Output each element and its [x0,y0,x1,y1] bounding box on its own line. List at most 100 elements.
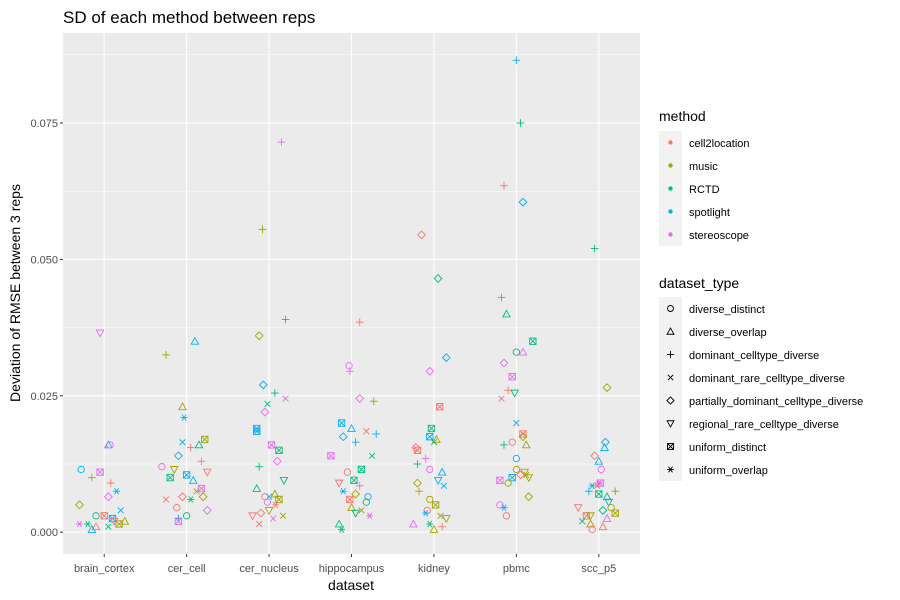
data-point [524,474,534,483]
legend-item-label: diverse_distinct [689,304,765,316]
data-point [338,526,346,533]
data-point [327,452,335,460]
data-point [84,520,92,528]
legend-item-label: RCTD [689,184,720,196]
data-point [602,383,612,393]
data-point [512,348,521,356]
data-point [120,516,130,525]
data-point [339,488,347,495]
legend-key-shape [666,327,675,335]
data-point [106,479,115,487]
data-point [585,487,593,496]
data-point [573,504,583,513]
data-point [519,430,527,438]
data-point [508,373,516,381]
data-point [269,515,277,522]
data-point [590,451,600,461]
data-point [162,496,170,503]
data-point [429,524,439,533]
data-point [590,244,599,253]
data-point [75,500,84,510]
y-tick-label: 0.025 [30,391,58,403]
data-point [516,119,525,127]
data-point [437,467,447,476]
data-point [193,488,200,495]
grid-lines [63,33,640,554]
data-point [92,512,100,520]
data-point [88,473,96,482]
data-point [346,495,354,504]
data-point [355,394,365,403]
data-point [75,520,84,528]
data-point [604,498,614,507]
data-point [512,465,521,474]
data-point [158,463,166,471]
legend-item-label: music [689,161,718,173]
data-point [345,362,353,370]
data-point [372,430,381,438]
data-point [95,329,105,338]
legend-key-shape [667,305,674,312]
legend-key [659,389,682,412]
data-point [198,492,208,502]
data-point [516,470,525,480]
data-point [182,512,191,520]
legend-item-label: dominant_celltype_diverse [689,350,819,362]
data-point [500,441,508,449]
legend-key [659,412,682,435]
data-point [357,465,366,474]
data-point [412,478,422,488]
data-point [91,522,101,531]
data-point [77,465,85,474]
legend-key-swatch [668,140,673,145]
data-point [169,466,179,475]
x-tick-label: scc_p5 [581,563,616,575]
legend-key-shape [667,443,674,450]
data-point [182,471,191,479]
data-point [607,503,615,512]
data-point [351,489,361,499]
data-point [347,503,356,512]
data-point [254,331,264,341]
data-point [598,522,608,531]
data-point [252,483,262,492]
data-point [264,400,271,408]
legend-item-label: regional_rare_celltype_diverse [689,419,839,431]
data-point [173,503,181,512]
data-points [75,56,620,534]
data-point [427,424,436,433]
data-point [408,519,418,528]
data-point [500,504,508,511]
data-point [100,512,108,520]
data-point [255,462,264,471]
data-point [197,457,206,466]
data-point [270,489,280,498]
data-point [415,487,423,496]
data-point [510,389,520,398]
data-point [600,443,610,452]
legend-item-label: cell2location [689,138,750,150]
data-point [279,512,287,520]
data-point [508,473,516,482]
data-point [256,508,266,518]
data-point [179,438,186,446]
data-point [346,367,354,376]
data-point [350,476,358,485]
data-point [366,512,374,520]
y-axis-label: Deviation of RMSE between 3 reps [7,184,23,402]
data-point [512,56,521,65]
data-point [508,438,516,446]
data-point [518,347,528,356]
data-point [275,495,283,504]
data-point [504,479,512,487]
data-point [520,468,530,477]
data-point [351,438,360,447]
data-point [496,476,504,485]
data-point [188,475,198,484]
legend-key-shape [666,350,675,359]
data-point [190,336,200,345]
x-tick-label: cer_nucleus [239,563,299,575]
data-point [258,380,268,390]
legend-dataset-type: dataset_type diverse_distinct diverse_over… [659,275,863,481]
data-point [253,427,261,435]
